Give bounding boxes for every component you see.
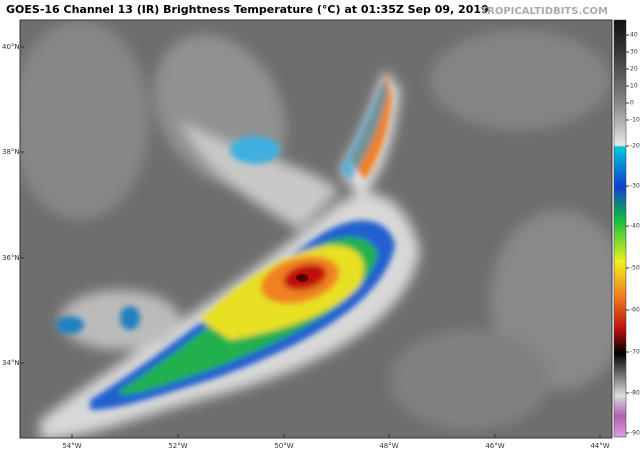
colorbar-tick-label: -30 [630, 183, 640, 190]
lon-label: 50°W [274, 442, 293, 450]
colorbar-tick-label: -20 [630, 143, 640, 150]
lon-label: 44°W [590, 442, 609, 450]
title: GOES-16 Channel 13 (IR) Brightness Tempe… [6, 3, 489, 16]
lon-label: 54°W [62, 442, 81, 450]
lat-label: 40°N [2, 43, 20, 51]
credit: TROPICALTIDBITS.COM [480, 6, 608, 17]
colorbar-tick-label: 40 [630, 32, 638, 39]
lon-label: 52°W [168, 442, 187, 450]
lon-label: 46°W [485, 442, 504, 450]
colorbar-tick-label: -40 [630, 223, 640, 230]
colorbar-tick-label: -80 [630, 390, 640, 397]
colorbar-tick-label: -70 [630, 349, 640, 356]
colorbar-tick-label: 10 [630, 83, 638, 90]
lat-label: 34°N [2, 359, 20, 367]
colorbar-tick-label: -90 [630, 430, 640, 437]
lat-label: 38°N [2, 148, 20, 156]
colorbar-tick-label: 20 [630, 66, 638, 73]
lat-label: 36°N [2, 254, 20, 262]
storm-core [296, 274, 308, 282]
colorbar-tick-label: -10 [630, 117, 640, 124]
colorbar-tick-label: -50 [630, 265, 640, 272]
colorbar-tick-label: 0 [630, 100, 634, 107]
map-frame [19, 19, 613, 439]
colorbar-tick-label: 30 [630, 49, 638, 56]
colorbar-tick-label: -60 [630, 307, 640, 314]
colorbar [613, 19, 627, 438]
satellite-image [20, 20, 612, 438]
lon-label: 48°W [379, 442, 398, 450]
